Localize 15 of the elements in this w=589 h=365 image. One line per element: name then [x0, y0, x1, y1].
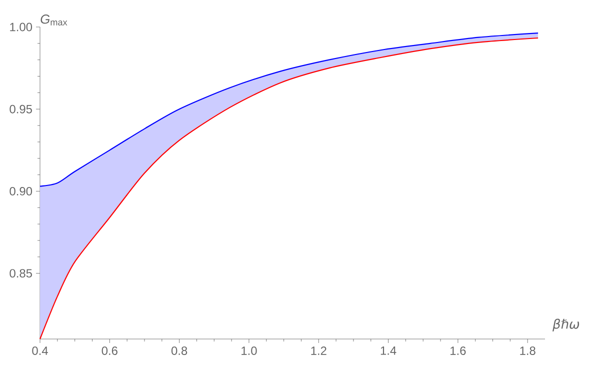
- line-series: [39, 32, 539, 187]
- x-tick-label: 1.2: [311, 346, 326, 355]
- y-tick-label: 0.90: [10, 186, 32, 196]
- y-tick-label: 0.85: [10, 269, 32, 278]
- x-tick-label: 1.8: [520, 346, 536, 355]
- x-tick-label: 1.6: [450, 346, 466, 355]
- x-tick-label: 1.4: [380, 346, 396, 355]
- x-axis-title: βℏω: [552, 318, 580, 332]
- y-tick-label: 0.95: [10, 104, 32, 114]
- x-tick-label: 0.6: [102, 346, 118, 355]
- x-tick-label: 0.4: [32, 346, 48, 355]
- y-tick-label: 1.00: [10, 22, 32, 32]
- y-axis-title: G$_{max}$: [40, 14, 68, 26]
- x-tick-label: 1.0: [242, 346, 257, 355]
- x-tick-label: 0.8: [171, 346, 188, 355]
